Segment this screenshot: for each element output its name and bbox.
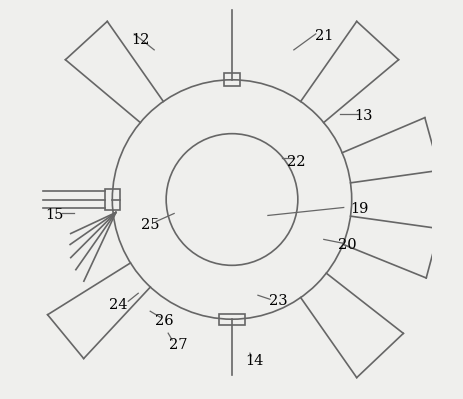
Text: 13: 13 xyxy=(354,109,372,123)
Text: 26: 26 xyxy=(155,314,173,328)
Bar xyxy=(224,73,239,86)
Text: 19: 19 xyxy=(350,202,368,217)
Bar xyxy=(105,189,119,211)
Text: 14: 14 xyxy=(244,354,263,368)
Text: 25: 25 xyxy=(141,218,159,233)
Text: 21: 21 xyxy=(314,29,332,43)
Text: 27: 27 xyxy=(169,338,187,352)
Bar xyxy=(219,314,244,325)
Text: 15: 15 xyxy=(45,208,63,223)
Text: 24: 24 xyxy=(109,298,127,312)
Text: 23: 23 xyxy=(268,294,287,308)
Text: 12: 12 xyxy=(131,33,149,47)
Text: 20: 20 xyxy=(338,238,356,253)
Text: 22: 22 xyxy=(286,154,305,169)
